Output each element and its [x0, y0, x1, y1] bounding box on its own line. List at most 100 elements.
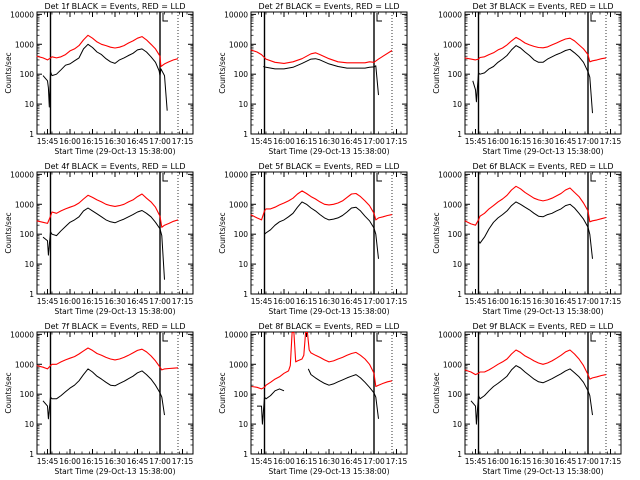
- x-tick-label: 16:45: [555, 137, 577, 146]
- y-tick-label: 10000: [10, 330, 34, 339]
- x-tick-label: 16:15: [82, 297, 104, 306]
- x-tick-label: 16:45: [127, 457, 149, 466]
- y-tick-label: 10: [238, 100, 248, 109]
- y-tick-label: 100: [448, 70, 463, 79]
- x-tick-label: 17:15: [386, 457, 408, 466]
- x-tick-label: 16:30: [318, 137, 340, 146]
- lld-series-line: [464, 36, 607, 63]
- x-tick-label: 16:30: [104, 137, 126, 146]
- events-series-line: [264, 201, 379, 259]
- x-tick-label: 17:00: [149, 457, 171, 466]
- y-tick-label: 100: [234, 390, 249, 399]
- y-axis-label: Counts/sec: [218, 52, 227, 93]
- y-axis-label: Counts/sec: [432, 212, 441, 253]
- y-axis-label: Counts/sec: [432, 372, 441, 413]
- x-tick-label: 17:15: [600, 137, 622, 146]
- y-tick-label: 10000: [438, 170, 462, 179]
- plot-title: Det 3f BLACK = Events, RED = LLD: [472, 2, 613, 11]
- x-tick-label: 16:30: [104, 297, 126, 306]
- y-tick-label: 100: [234, 230, 249, 239]
- x-tick-label: 17:00: [363, 137, 385, 146]
- x-tick-label: 16:45: [127, 297, 149, 306]
- x-tick-label: 16:30: [318, 457, 340, 466]
- y-axis-label: Counts/sec: [4, 372, 13, 413]
- x-tick-label: 17:15: [386, 137, 408, 146]
- x-axis-label: Start Time (29-Oct-13 15:38:00): [482, 147, 603, 156]
- y-axis-label: Counts/sec: [432, 52, 441, 93]
- x-tick-label: 16:00: [487, 457, 509, 466]
- x-axis-label: Start Time (29-Oct-13 15:38:00): [268, 147, 389, 156]
- x-tick-label: 17:00: [577, 457, 599, 466]
- y-tick-label: 1: [29, 290, 34, 299]
- panel-det-4: Det 4f BLACK = Events, RED = LLD Counts/s…: [4, 162, 194, 316]
- y-tick-label: 1000: [443, 200, 462, 209]
- x-tick-label: 16:30: [318, 297, 340, 306]
- x-tick-label: 16:15: [296, 457, 318, 466]
- lld-series-line: [36, 193, 179, 228]
- x-tick-label: 15:45: [465, 137, 487, 146]
- x-tick-label: 15:45: [465, 457, 487, 466]
- x-axis-label: Start Time (29-Oct-13 15:38:00): [54, 147, 175, 156]
- events-series-line: [263, 58, 379, 96]
- plot-title: Det 9f BLACK = Events, RED = LLD: [472, 322, 613, 331]
- x-tick-label: 17:15: [600, 297, 622, 306]
- x-tick-label: 17:15: [600, 457, 622, 466]
- y-tick-label: 100: [448, 390, 463, 399]
- y-tick-label: 10: [238, 420, 248, 429]
- x-tick-label: 16:15: [296, 137, 318, 146]
- plot-title: Det 6f BLACK = Events, RED = LLD: [472, 162, 613, 171]
- y-tick-label: 10: [452, 260, 462, 269]
- x-tick-label: 16:15: [82, 457, 104, 466]
- x-tick-label: 16:30: [532, 297, 554, 306]
- x-tick-label: 17:15: [172, 137, 194, 146]
- x-tick-label: 16:45: [341, 457, 363, 466]
- x-tick-label: 16:00: [273, 297, 295, 306]
- x-tick-label: 16:45: [555, 297, 577, 306]
- x-axis-label: Start Time (29-Oct-13 15:38:00): [268, 307, 389, 316]
- corner-marker: [590, 13, 596, 22]
- x-tick-label: 15:45: [37, 297, 59, 306]
- x-axis-label: Start Time (29-Oct-13 15:38:00): [54, 307, 175, 316]
- x-tick-label: 16:45: [341, 137, 363, 146]
- y-tick-label: 10000: [438, 10, 462, 19]
- y-tick-label: 1: [29, 130, 34, 139]
- x-tick-label: 15:45: [465, 297, 487, 306]
- x-axis-label: Start Time (29-Oct-13 15:38:00): [54, 467, 175, 476]
- y-tick-label: 1: [243, 450, 248, 459]
- corner-marker: [590, 173, 596, 182]
- y-tick-label: 10: [452, 420, 462, 429]
- x-tick-label: 16:15: [82, 137, 104, 146]
- lld-series-line: [250, 49, 393, 64]
- y-tick-label: 1000: [229, 40, 248, 49]
- y-tick-label: 1: [243, 290, 248, 299]
- events-series-line: [478, 201, 593, 259]
- x-tick-label: 16:00: [273, 457, 295, 466]
- corner-marker: [162, 333, 168, 342]
- plot-title: Det 2f BLACK = Events, RED = LLD: [258, 2, 399, 11]
- x-axis-label: Start Time (29-Oct-13 15:38:00): [482, 307, 603, 316]
- panel-det-7: Det 7f BLACK = Events, RED = LLD Counts/s…: [4, 322, 194, 476]
- x-tick-label: 17:00: [149, 297, 171, 306]
- x-tick-label: 16:00: [59, 457, 81, 466]
- y-tick-label: 10: [24, 420, 34, 429]
- y-tick-label: 1000: [15, 360, 34, 369]
- x-tick-label: 16:45: [341, 297, 363, 306]
- y-tick-label: 10: [238, 260, 248, 269]
- y-tick-label: 100: [234, 70, 249, 79]
- x-tick-label: 17:00: [363, 457, 385, 466]
- y-tick-label: 10: [24, 260, 34, 269]
- events-series-line: [42, 207, 165, 280]
- plot-title: Det 8f BLACK = Events, RED = LLD: [258, 322, 399, 331]
- x-tick-label: 16:45: [127, 137, 149, 146]
- plot-title: Det 7f BLACK = Events, RED = LLD: [44, 322, 185, 331]
- lld-series-line: [36, 34, 179, 68]
- panel-det-1: Det 1f BLACK = Events, RED = LLD Counts/s…: [4, 2, 194, 156]
- y-tick-label: 1: [29, 450, 34, 459]
- x-tick-label: 16:45: [555, 457, 577, 466]
- plot-title: Det 4f BLACK = Events, RED = LLD: [44, 162, 185, 171]
- y-axis-label: Counts/sec: [218, 212, 227, 253]
- x-tick-label: 15:45: [251, 457, 273, 466]
- panel-det-9: Det 9f BLACK = Events, RED = LLD Counts/s…: [432, 322, 622, 476]
- events-series-line: [42, 368, 165, 420]
